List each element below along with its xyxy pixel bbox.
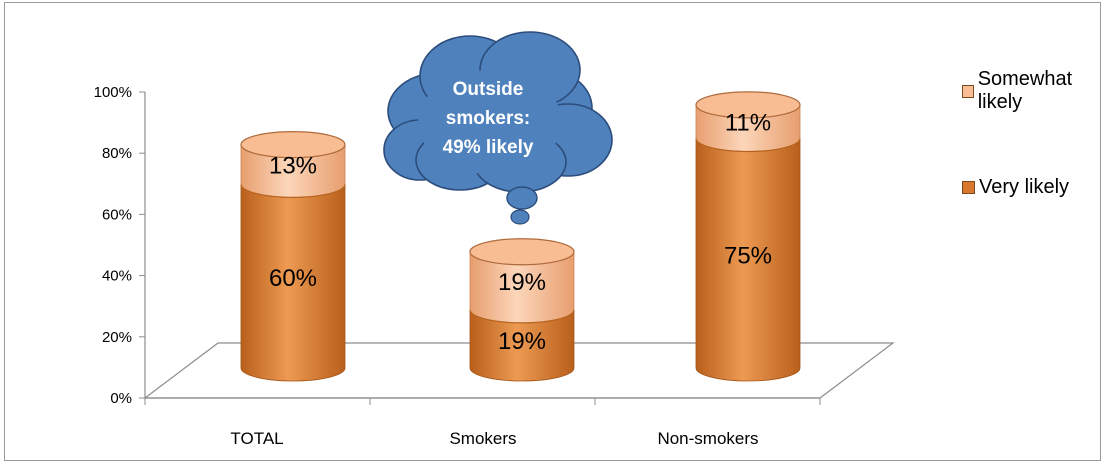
callout-cloud-core <box>418 70 562 174</box>
callout-text-line: 49% likely <box>443 137 534 158</box>
callout-bubble: Outside smokers: 49% likely <box>383 31 613 225</box>
x-tick-label: Smokers <box>449 429 516 448</box>
bar-group-smokers: 19% 19% <box>469 238 575 382</box>
data-label-somewhat-likely: 19% <box>498 269 546 296</box>
bar-segment-seam <box>240 184 346 198</box>
bar-top-cap <box>695 91 801 119</box>
y-tick-label: 80% <box>102 145 132 162</box>
legend-item-somewhat-likely: Somewhat likely <box>962 68 1105 113</box>
y-tick-label: 0% <box>110 390 132 407</box>
data-label-very-likely: 75% <box>724 242 772 269</box>
bar-top-cap <box>240 131 346 159</box>
y-tick-label: 40% <box>102 268 132 285</box>
legend: Somewhat likely Very likely <box>962 68 1105 200</box>
legend-item-very-likely: Very likely <box>962 174 1105 200</box>
legend-label-very-likely: Very likely <box>979 175 1070 198</box>
y-tick-label: 20% <box>102 329 132 346</box>
legend-swatch-very-likely <box>962 180 975 194</box>
legend-swatch-somewhat-likely <box>962 84 974 98</box>
x-tick-label: Non-smokers <box>657 429 758 448</box>
bar-segment-seam <box>469 309 575 324</box>
data-label-somewhat-likely: 13% <box>269 153 317 180</box>
data-label-very-likely: 19% <box>498 328 546 355</box>
bar-top-cap <box>469 238 575 266</box>
bar-segment-seam <box>695 138 801 153</box>
y-tick-label: 100% <box>94 84 132 101</box>
callout-text-line: smokers: <box>446 108 531 129</box>
callout-tail-dot <box>506 186 538 210</box>
data-label-somewhat-likely: 11% <box>725 110 771 137</box>
y-tick-label: 60% <box>102 206 132 223</box>
x-tick-label: TOTAL <box>230 429 283 448</box>
bar-group-non-smokers: 75% 11% <box>695 91 801 382</box>
bar-group-total: 60% 13% <box>240 131 346 382</box>
data-label-very-likely: 60% <box>269 265 317 292</box>
callout-text-line: Outside <box>453 79 524 100</box>
callout-tail-dot <box>510 209 530 225</box>
legend-label-somewhat-likely: Somewhat likely <box>977 68 1073 113</box>
